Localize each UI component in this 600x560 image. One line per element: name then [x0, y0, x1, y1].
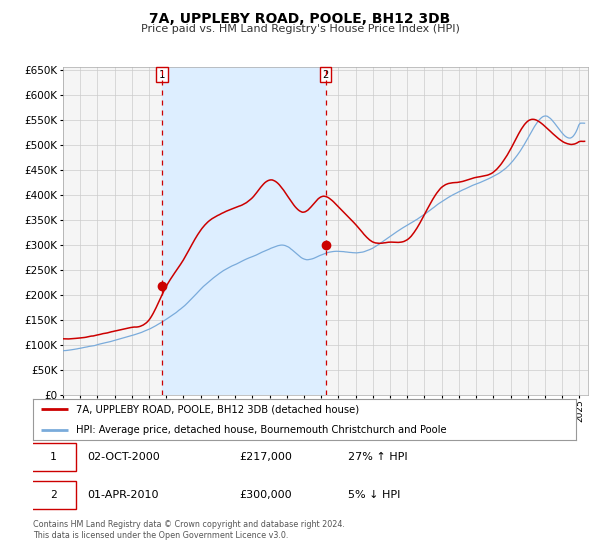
Text: 1: 1 [50, 452, 56, 462]
Text: Price paid vs. HM Land Registry's House Price Index (HPI): Price paid vs. HM Land Registry's House … [140, 24, 460, 34]
Text: 27% ↑ HPI: 27% ↑ HPI [348, 452, 407, 462]
Text: HPI: Average price, detached house, Bournemouth Christchurch and Poole: HPI: Average price, detached house, Bour… [76, 424, 447, 435]
FancyBboxPatch shape [30, 481, 76, 509]
Text: 01-APR-2010: 01-APR-2010 [88, 490, 159, 500]
Text: 5% ↓ HPI: 5% ↓ HPI [348, 490, 400, 500]
Text: 02-OCT-2000: 02-OCT-2000 [88, 452, 160, 462]
Text: 2: 2 [322, 69, 329, 80]
Text: Contains HM Land Registry data © Crown copyright and database right 2024.
This d: Contains HM Land Registry data © Crown c… [33, 520, 345, 540]
Text: £217,000: £217,000 [239, 452, 292, 462]
Text: £300,000: £300,000 [239, 490, 292, 500]
FancyBboxPatch shape [30, 443, 76, 471]
Text: 7A, UPPLEBY ROAD, POOLE, BH12 3DB: 7A, UPPLEBY ROAD, POOLE, BH12 3DB [149, 12, 451, 26]
Text: 7A, UPPLEBY ROAD, POOLE, BH12 3DB (detached house): 7A, UPPLEBY ROAD, POOLE, BH12 3DB (detac… [76, 404, 359, 414]
Text: 2: 2 [50, 490, 56, 500]
Text: 1: 1 [159, 69, 165, 80]
Bar [162, 67, 325, 395]
